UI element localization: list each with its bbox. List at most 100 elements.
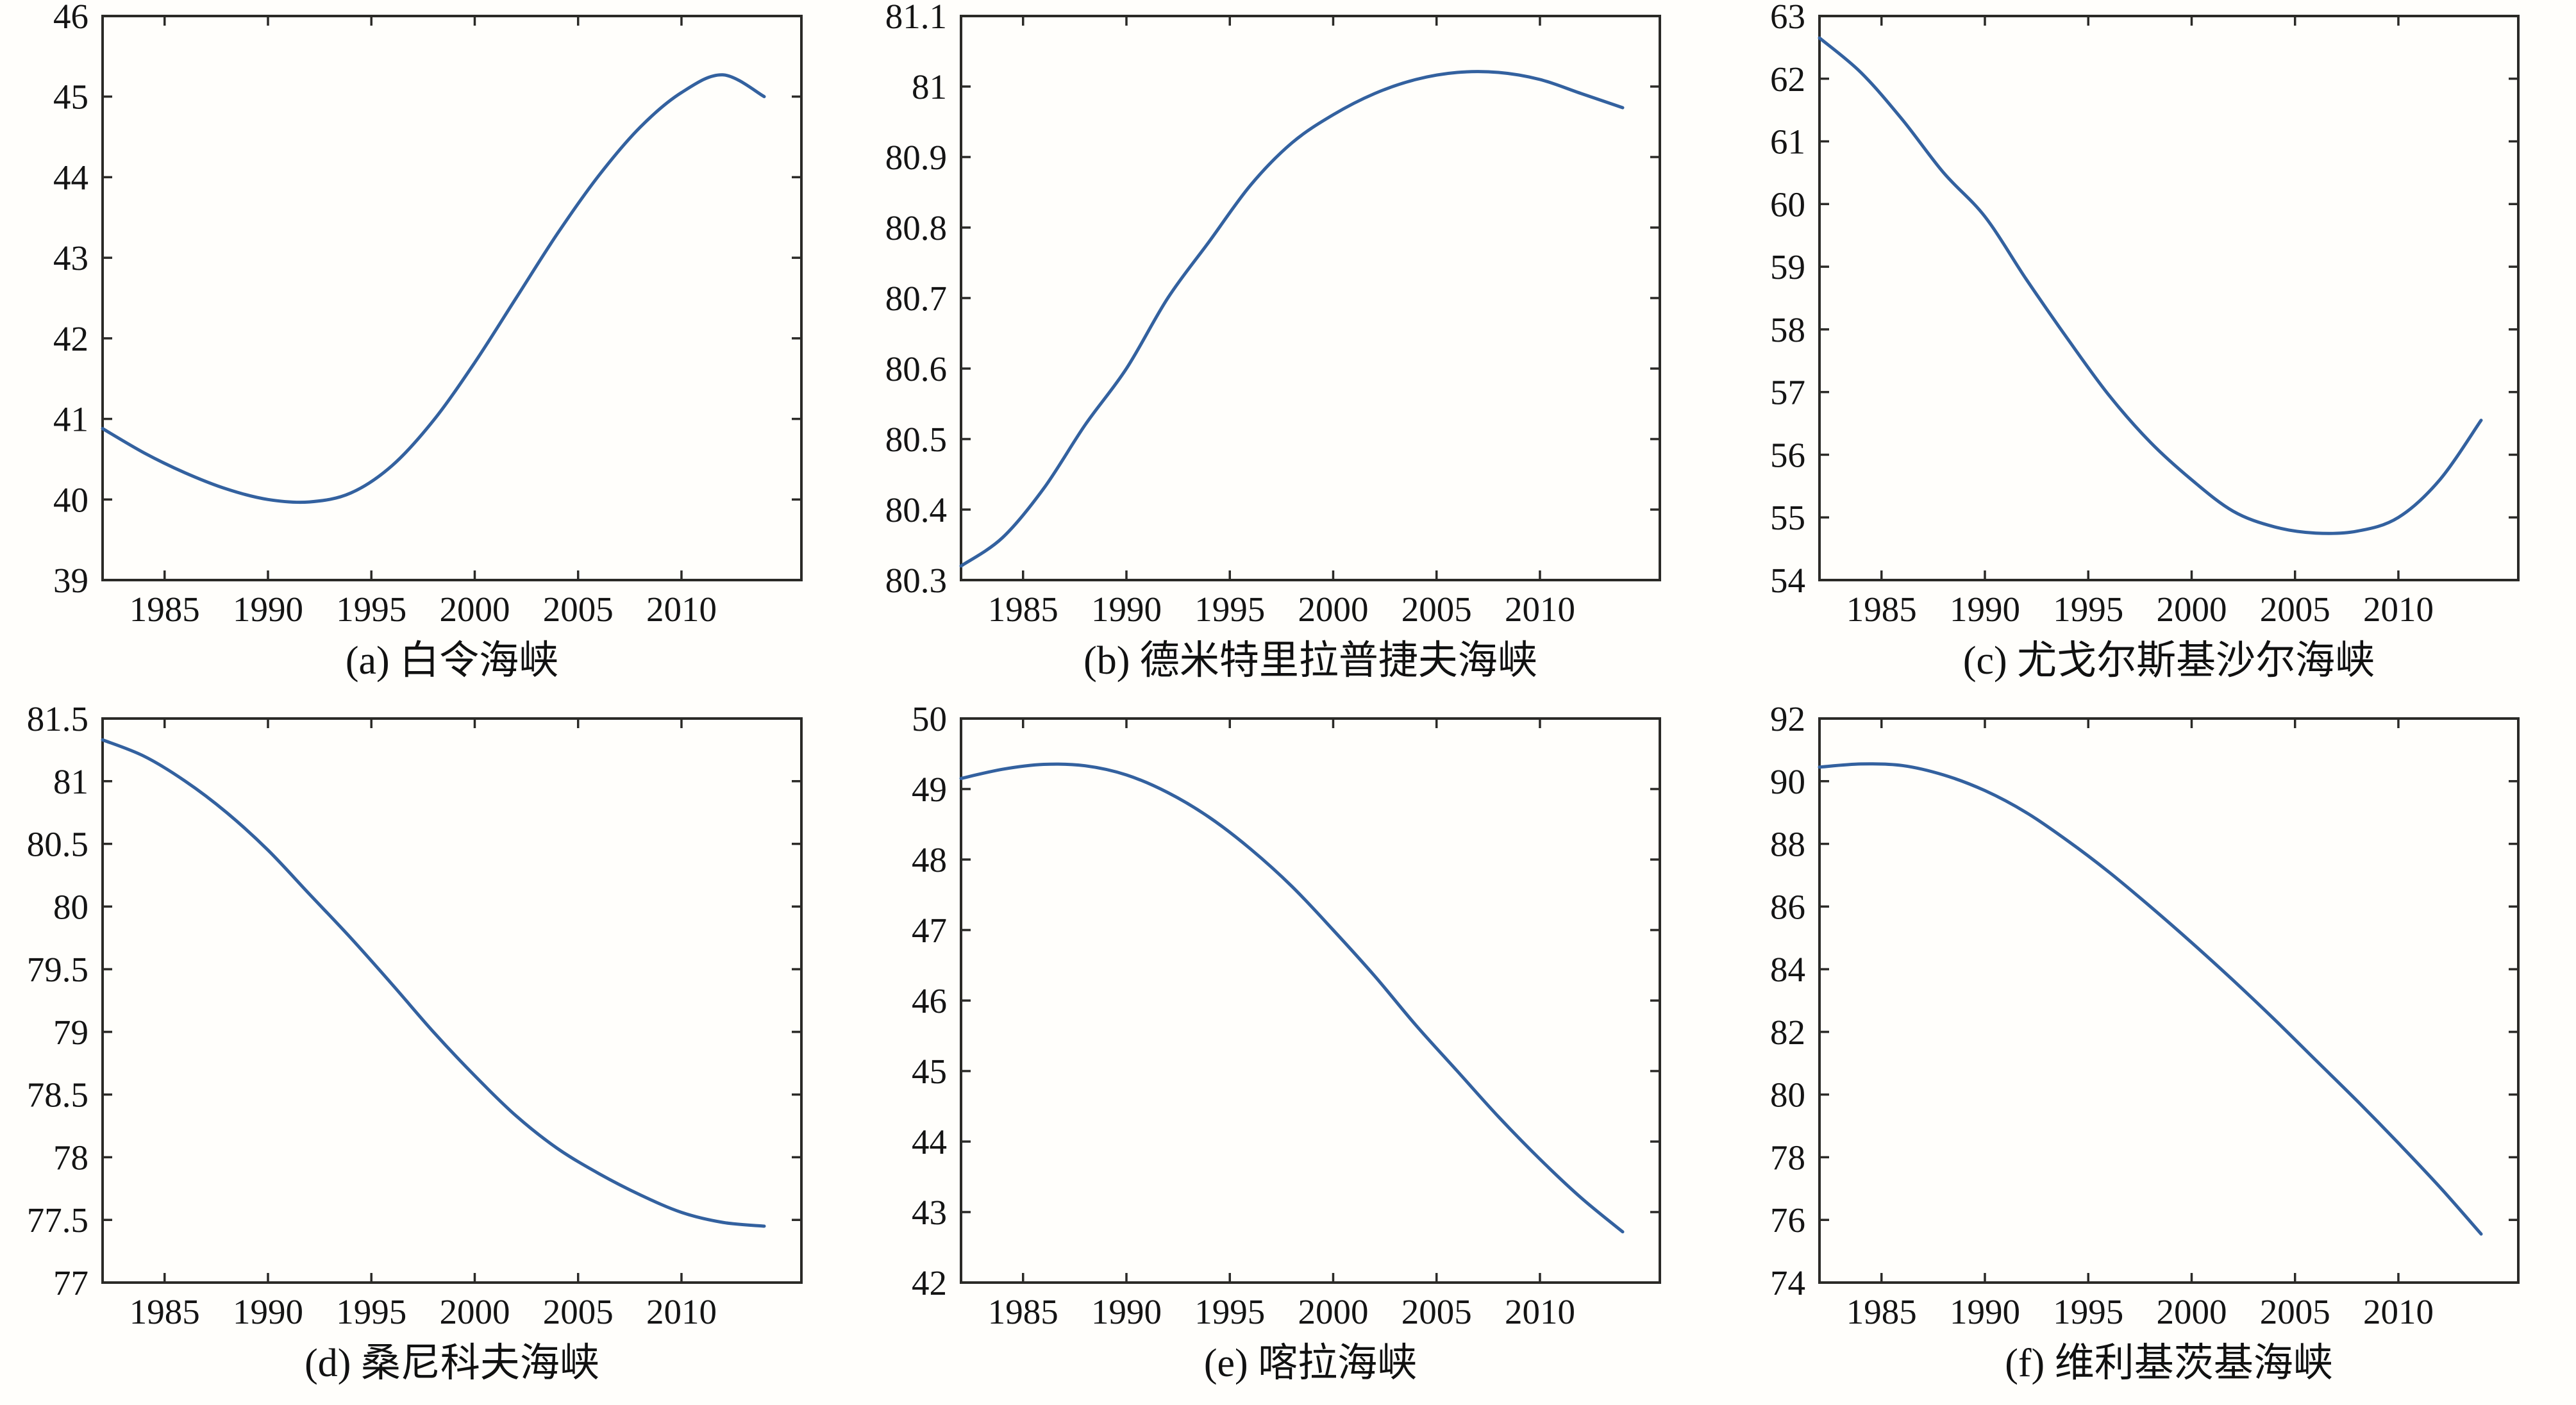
y-tick-label: 78.5 (27, 1076, 88, 1115)
x-tick-label: 2005 (1401, 1292, 1472, 1331)
axis-frame (101, 717, 803, 1284)
y-tick-label: 74 (1770, 1263, 1805, 1302)
y-tick-label: 39 (53, 561, 88, 600)
y-tick-label: 81.1 (885, 0, 947, 36)
x-tick-label: 1995 (1194, 590, 1265, 629)
axis-frame (101, 15, 803, 581)
x-tick-label: 1995 (336, 1292, 406, 1331)
chart-c-plot: 1985 1990 1995 2000 2005 2010 54 55 56 57 58 59 60 61… (1770, 0, 2520, 629)
x-tick-label: 2010 (2363, 1292, 2434, 1331)
y-tick-label: 79.5 (27, 950, 88, 989)
x-tick-label: 2000 (2156, 1292, 2227, 1331)
y-tick-label: 62 (1770, 60, 1805, 99)
x-tick-label: 2010 (1505, 1292, 1575, 1331)
y-tick-label: 63 (1770, 0, 1805, 36)
chart-panel-f: 1985 1990 1995 2000 2005 2010 74 76 78 80 82 84 86 88… (1717, 702, 2576, 1405)
y-tick-label: 79 (53, 1013, 88, 1052)
y-tick-label: 81 (53, 762, 88, 801)
chart-b-caption: (b) 德米特里拉普捷夫海峡 (1083, 639, 1537, 683)
y-tick-label: 50 (912, 702, 947, 738)
y-tick-label: 41 (53, 400, 88, 439)
y-tick-label: 81.5 (27, 702, 88, 738)
y-tick-label: 43 (912, 1193, 947, 1232)
axis-frame (960, 15, 1661, 581)
x-tick-label: 1995 (2053, 590, 2123, 629)
x-tick-label: 1985 (988, 1292, 1058, 1331)
chart-panel-d: 1985 1990 1995 2000 2005 2010 77 77.5 78 78.5 79 79… (0, 702, 858, 1405)
chart-e-caption: (e) 喀拉海峡 (1203, 1342, 1418, 1385)
y-tick-label: 48 (912, 840, 947, 879)
y-tick-label: 77.5 (27, 1201, 88, 1240)
x-tick-label: 2005 (543, 590, 614, 629)
chart-f-plot: 1985 1990 1995 2000 2005 2010 74 76 78 80 82 84 86 88… (1770, 702, 2520, 1331)
x-tick-label: 2000 (2156, 590, 2227, 629)
x-tick-label: 2005 (2260, 590, 2330, 629)
x-tick-label: 1990 (1950, 590, 2020, 629)
y-tick-label: 80.7 (885, 279, 947, 318)
x-tick-label: 2010 (646, 1292, 717, 1331)
x-tick-label: 1990 (1091, 590, 1162, 629)
y-tick-label: 56 (1770, 435, 1805, 474)
y-tick-label: 59 (1770, 247, 1805, 287)
x-tick-label: 1995 (1194, 1292, 1265, 1331)
y-tick-label: 46 (53, 0, 88, 36)
x-tick-label: 2000 (439, 590, 510, 629)
y-tick-label: 82 (1770, 1013, 1805, 1052)
x-tick-label: 1985 (130, 590, 200, 629)
chart-b-plot: 1985 1990 1995 2000 2005 2010 80.3 80.4 80.5 80.6… (885, 0, 1661, 629)
y-tick-label: 58 (1770, 310, 1805, 349)
y-tick-label: 40 (53, 480, 88, 519)
chart-panel-b: 1985 1990 1995 2000 2005 2010 80.3 80.4 80.5 80.6… (858, 0, 1717, 702)
y-tick-label: 80 (1770, 1076, 1805, 1115)
x-tick-label: 1995 (2053, 1292, 2123, 1331)
y-tick-label: 55 (1770, 498, 1805, 537)
x-tick-label: 1985 (988, 590, 1058, 629)
x-tick-label: 1990 (233, 590, 303, 629)
y-tick-label: 44 (912, 1122, 947, 1161)
chart-a-caption: (a) 白令海峡 (345, 639, 559, 683)
x-tick-label: 2000 (1298, 1292, 1368, 1331)
x-tick-label: 1990 (233, 1292, 303, 1331)
chart-f-caption: (f) 维利基茨基海峡 (2005, 1342, 2333, 1385)
data-line (1818, 36, 2483, 535)
y-tick-label: 42 (53, 319, 88, 358)
axis-frame (960, 717, 1661, 1284)
x-tick-label: 1985 (130, 1292, 200, 1331)
y-tick-label: 78 (1770, 1138, 1805, 1177)
y-tick-label: 45 (53, 78, 88, 117)
chart-d-caption: (d) 桑尼科夫海峡 (305, 1342, 599, 1385)
y-tick-label: 80.4 (885, 490, 947, 529)
chart-c-caption: (c) 尤戈尔斯基沙尔海峡 (1962, 639, 2375, 683)
data-line (959, 762, 1625, 1234)
x-tick-label: 2005 (1401, 590, 1472, 629)
y-tick-label: 77 (53, 1263, 88, 1302)
axis-frame (1818, 15, 2520, 581)
x-tick-label: 2000 (439, 1292, 510, 1331)
x-tick-label: 1985 (1846, 590, 1917, 629)
chart-panel-a: 1985 1990 1995 2000 2005 2010 39 40 41 42 43 44 45 46… (0, 0, 858, 702)
chart-a-plot: 1985 1990 1995 2000 2005 2010 39 40 41 42 43 44 45 46 (53, 0, 803, 629)
y-tick-label: 43 (53, 238, 88, 278)
x-tick-label: 2005 (543, 1292, 614, 1331)
y-tick-label: 80.8 (885, 208, 947, 247)
x-tick-label: 2010 (2363, 590, 2434, 629)
y-tick-label: 42 (912, 1263, 947, 1302)
y-tick-label: 80.9 (885, 138, 947, 177)
y-tick-label: 80.5 (885, 420, 947, 459)
y-tick-label: 80.6 (885, 349, 947, 388)
x-tick-label: 2000 (1298, 590, 1368, 629)
y-tick-label: 80.3 (885, 561, 947, 600)
y-tick-label: 54 (1770, 561, 1805, 600)
y-tick-label: 92 (1770, 702, 1805, 738)
y-tick-label: 44 (53, 158, 88, 197)
y-tick-label: 90 (1770, 762, 1805, 801)
y-tick-label: 45 (912, 1052, 947, 1091)
y-tick-label: 47 (912, 911, 947, 950)
data-line (959, 70, 1625, 568)
y-tick-label: 61 (1770, 122, 1805, 162)
y-tick-label: 60 (1770, 185, 1805, 224)
x-tick-label: 2010 (1505, 590, 1575, 629)
y-tick-label: 80.5 (27, 825, 88, 864)
chart-d-plot: 1985 1990 1995 2000 2005 2010 77 77.5 78 78.5 79 79… (27, 702, 803, 1331)
